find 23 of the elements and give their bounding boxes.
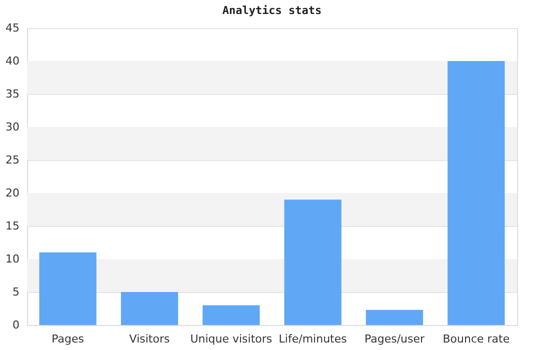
y-tick-label: 5 xyxy=(12,286,20,298)
bar xyxy=(448,61,505,325)
x-tick-label: Pages xyxy=(52,332,84,346)
y-tick-label: 35 xyxy=(6,88,20,100)
bar xyxy=(366,310,424,325)
x-tick-label: Unique visitors xyxy=(190,332,272,346)
y-tick-label: 0 xyxy=(12,318,20,332)
y-tick-label: 10 xyxy=(6,252,20,266)
x-tick-label: Visitors xyxy=(129,332,170,346)
chart-title: Analytics stats xyxy=(222,4,322,17)
bar xyxy=(39,252,96,325)
x-tick-label: Life/minutes xyxy=(278,332,348,346)
y-tick-label: 45 xyxy=(6,22,20,34)
y-tick-label: 20 xyxy=(6,186,20,200)
y-tick-label: 15 xyxy=(6,220,20,232)
bar xyxy=(120,292,178,325)
x-tick-label: Pages/user xyxy=(364,332,426,346)
x-tick-label: Bounce rate xyxy=(442,332,510,346)
y-tick-label: 30 xyxy=(6,120,20,134)
y-tick-label: 40 xyxy=(6,54,20,68)
bar xyxy=(284,200,342,325)
y-tick-label: 25 xyxy=(6,154,20,166)
bar xyxy=(202,305,260,325)
